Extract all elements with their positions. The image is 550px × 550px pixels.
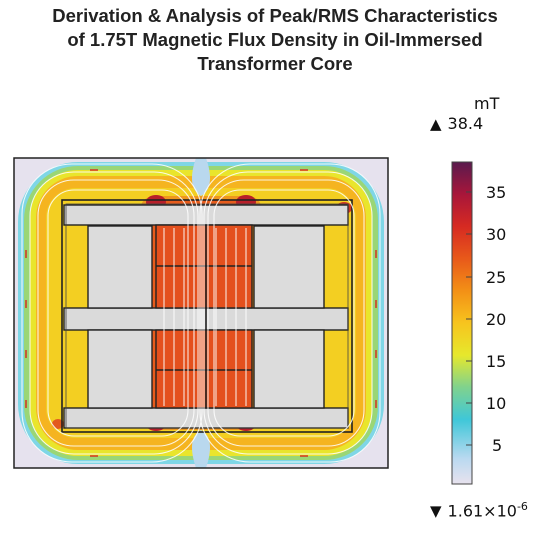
title-line-2: of 1.75T Magnetic Flux Density in Oil-Im… xyxy=(67,29,483,50)
title-line-3: Transformer Core xyxy=(197,53,353,74)
tick-label-35: 35 xyxy=(486,183,507,202)
max-triangle-icon: ▲ xyxy=(430,115,442,133)
streamline xyxy=(29,171,199,455)
min-value: 1.61×10 xyxy=(447,501,517,521)
plot-frame xyxy=(13,157,389,469)
tick-label-30: 30 xyxy=(486,225,507,244)
right-coil-lower xyxy=(253,329,325,409)
tick-label-15: 15 xyxy=(486,352,507,371)
streamline xyxy=(207,179,365,447)
tick-label-20: 20 xyxy=(486,310,507,329)
tick-label-10: 10 xyxy=(486,394,507,413)
min-exponent: -6 xyxy=(516,500,528,513)
streamlines xyxy=(21,163,381,463)
min-triangle-icon: ▼ xyxy=(430,502,442,521)
field-region xyxy=(14,158,388,468)
colorbar-min: ▼ 1.61×10-6 xyxy=(430,500,528,520)
tick-label-25: 25 xyxy=(486,268,507,287)
streamline xyxy=(47,189,189,437)
streamline xyxy=(199,163,381,463)
colorbar-ticks xyxy=(466,191,472,446)
streamline xyxy=(213,189,355,437)
left-coil-lower xyxy=(87,329,153,409)
tick-label-5: 5 xyxy=(492,436,503,455)
flux-arrows xyxy=(25,169,377,457)
bottom-center-gap xyxy=(191,430,211,468)
figure-title: Derivation & Analysis of Peak/RMS Charac… xyxy=(0,4,550,76)
top-yoke xyxy=(63,204,349,226)
max-value: 38.4 xyxy=(447,114,484,133)
streamline xyxy=(21,163,203,463)
tank-inner-outline xyxy=(65,203,349,429)
colorbar-max: ▲ 38.4 xyxy=(430,114,483,133)
hot-spot xyxy=(52,419,64,429)
colorbar-unit: mT xyxy=(474,94,500,113)
streamline xyxy=(203,171,373,455)
colorbar xyxy=(451,161,473,485)
right-coil-upper xyxy=(253,225,325,309)
top-center-gap xyxy=(191,158,211,196)
title-line-1: Derivation & Analysis of Peak/RMS Charac… xyxy=(52,5,498,26)
left-coil-upper xyxy=(87,225,153,309)
